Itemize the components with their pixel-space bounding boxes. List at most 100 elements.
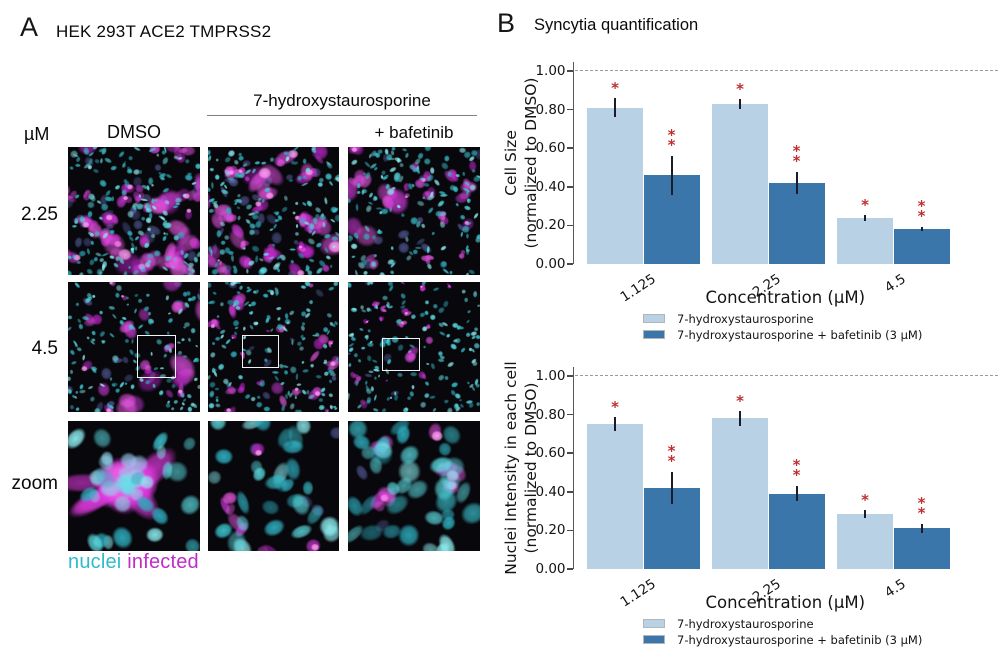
y-tick	[566, 224, 573, 227]
error-bar-1.125-s1	[670, 155, 673, 195]
micro-canvas-4.5-7hs	[208, 282, 339, 412]
y-tick-label: 0.60	[535, 140, 566, 157]
y-axis-label-line: Nuclei Intensity in each cell	[502, 361, 520, 575]
legend-swatch-s1	[643, 330, 665, 339]
micro-canvas-4.5-7hs-baf	[348, 282, 480, 412]
micro-image-zoom-dmso	[68, 421, 200, 551]
bar-4.5-s1	[893, 229, 950, 264]
row-label-4-5: 4.5	[31, 338, 58, 359]
error-bar-2.25-s0	[739, 410, 741, 427]
legend-swatch-s1	[643, 635, 665, 644]
micro-image-zoom-7hs-baf	[348, 421, 480, 551]
panel-b-label: B	[497, 8, 516, 38]
significance-4.5-s0: *	[861, 491, 869, 510]
treatment-group-header: 7-hydroxystaurosporine	[207, 91, 477, 116]
significance-4.5-s1: * *	[917, 197, 926, 226]
micro-canvas-zoom-dmso	[68, 421, 200, 551]
bar-1.125-s0	[587, 107, 643, 264]
y-tick	[566, 263, 573, 265]
reference-line	[574, 375, 998, 376]
y-axis-spine	[572, 367, 575, 569]
column-label-dmso: DMSO	[107, 122, 161, 142]
bar-2.25-s1	[768, 493, 825, 569]
significance-4.5-s1: * *	[917, 493, 926, 522]
error-bar-2.25-s1	[795, 486, 798, 502]
significance-2.25-s1: * *	[792, 456, 801, 484]
panel-a-title: HEK 293T ACE2 TMPRSS2	[56, 22, 272, 41]
micro-canvas-2.25-7hs	[208, 147, 339, 275]
roi-box-4.5-dmso	[136, 335, 176, 378]
x-axis-label: Concentration (µM)	[705, 288, 866, 307]
y-axis-label: Nuclei Intensity in each cell (normalized…	[501, 338, 541, 598]
column-label-bafetinib: + bafetinib	[374, 123, 454, 142]
significance-1.125-s1: * *	[667, 441, 676, 470]
micro-canvas-2.25-dmso	[68, 147, 200, 275]
x-axis-label: Concentration (µM)	[705, 593, 866, 612]
y-tick	[566, 375, 573, 377]
legend-label-s0: 7-hydroxystaurosporine	[677, 617, 814, 631]
error-bar-4.5-s0	[864, 510, 866, 518]
y-tick-label: 1.00	[535, 368, 566, 384]
row-label-zoom: zoom	[11, 473, 58, 494]
roi-box-4.5-7hs-baf	[382, 337, 420, 372]
y-tick	[566, 147, 573, 149]
micro-canvas-zoom-7hs-baf	[348, 421, 480, 551]
y-axis-spine	[572, 62, 575, 264]
y-tick	[566, 186, 573, 188]
bar-4.5-s0	[837, 513, 893, 569]
y-tick-label: 0.60	[535, 445, 566, 462]
panel-b-title: Syncytia quantification	[534, 16, 699, 34]
y-axis-label-line: Cell Size	[502, 130, 520, 196]
error-bar-4.5-s1	[920, 523, 923, 534]
reference-line	[574, 70, 998, 71]
error-bar-2.25-s0	[739, 98, 741, 109]
y-tick-label: 0.20	[535, 522, 566, 539]
legend-label-s1: 7-hydroxystaurosporine + bafetinib (3 µM…	[677, 633, 923, 647]
bar-4.5-s0	[837, 217, 893, 264]
micro-canvas-zoom-7hs	[208, 421, 339, 551]
error-bar-1.125-s0	[614, 417, 616, 431]
y-tick	[566, 413, 573, 416]
micro-image-4.5-7hs	[208, 282, 339, 412]
y-tick	[566, 70, 573, 72]
micro-image-2.25-7hs-baf	[348, 147, 480, 275]
y-tick	[566, 568, 573, 570]
bar-2.25-s0	[712, 103, 768, 264]
micro-image-4.5-7hs-baf	[348, 282, 480, 412]
y-tick-label: 1.00	[535, 63, 566, 79]
legend-swatch-s0	[643, 619, 665, 628]
legend-label-s0: 7-hydroxystaurosporine	[677, 312, 814, 326]
significance-2.25-s0: *	[736, 391, 744, 410]
roi-box-4.5-7hs	[242, 335, 280, 369]
significance-4.5-s0: *	[861, 195, 869, 214]
y-tick-label: 0.40	[535, 178, 566, 195]
stain-legend-nuclei: nuclei	[68, 551, 122, 573]
y-axis-label-line: (normalized to DMSO)	[522, 77, 540, 249]
y-tick-label: 0.40	[535, 483, 566, 500]
bar-4.5-s1	[893, 528, 950, 569]
y-tick-label: 0.20	[535, 217, 566, 234]
y-axis-label-line: (normalized to DMSO)	[522, 382, 540, 554]
y-tick	[566, 108, 573, 111]
micro-image-zoom-7hs	[208, 421, 339, 551]
y-tick-label: 0.80	[535, 101, 566, 118]
micro-image-4.5-dmso	[68, 282, 200, 412]
significance-1.125-s0: *	[611, 79, 619, 98]
bar-2.25-s1	[768, 182, 825, 264]
panel-a-label: A	[20, 12, 39, 42]
stain-legend-infected: infected	[127, 551, 199, 573]
micro-image-2.25-7hs	[208, 147, 339, 275]
significance-1.125-s1: * *	[667, 125, 676, 154]
error-bar-4.5-s1	[920, 227, 923, 232]
error-bar-1.125-s1	[670, 471, 673, 505]
legend-label-s1: 7-hydroxystaurosporine + bafetinib (3 µM…	[677, 328, 923, 342]
y-tick-label: 0.80	[535, 406, 566, 423]
micro-canvas-2.25-7hs-baf	[348, 147, 480, 275]
stain-legend: nuclei infected	[68, 551, 199, 574]
error-bar-1.125-s0	[614, 98, 616, 118]
y-tick-label: 0.00	[535, 561, 566, 577]
error-bar-2.25-s1	[795, 172, 798, 194]
micro-canvas-4.5-dmso	[68, 282, 200, 412]
y-tick	[566, 529, 573, 532]
